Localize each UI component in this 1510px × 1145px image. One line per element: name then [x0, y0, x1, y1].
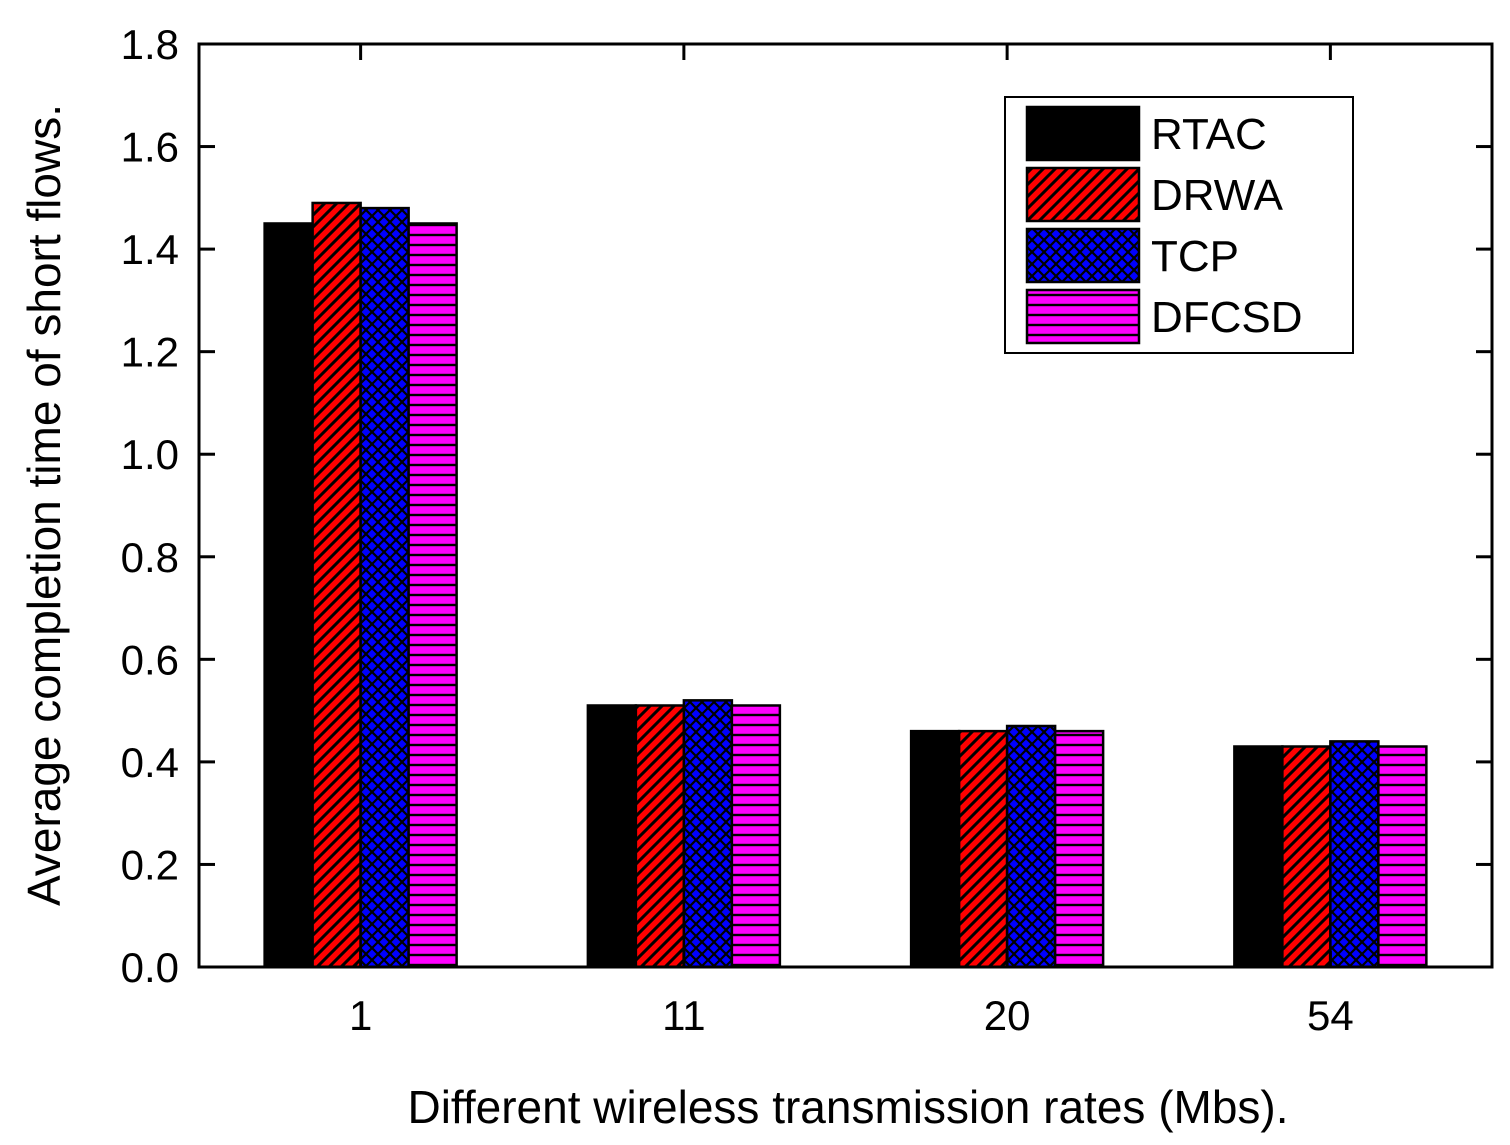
- bar-rtac-11: [586, 704, 638, 969]
- bar-dfcsd-11: [730, 704, 782, 969]
- x-tick-label: 1: [349, 992, 372, 1039]
- legend-label-dfcsd: DFCSD: [1151, 293, 1303, 342]
- legend-label-drwa: DRWA: [1151, 171, 1284, 220]
- x-tick-label: 11: [662, 992, 706, 1039]
- bar-tcp-11: [682, 699, 734, 969]
- legend: RTAC DRWA TCP DFCSD: [1004, 96, 1354, 354]
- legend-swatch-drwa: [1025, 166, 1141, 223]
- x-tick-label: 20: [984, 992, 1031, 1039]
- legend-label-rtac: RTAC: [1151, 110, 1267, 159]
- legend-swatch-dfcsd: [1025, 288, 1141, 345]
- y-tick-label: 0.6: [121, 636, 179, 683]
- x-tick-label: 54: [1307, 992, 1354, 1039]
- y-tick-label: 0.8: [121, 534, 179, 581]
- bar-rtac-20: [909, 729, 961, 969]
- legend-swatch-tcp: [1025, 227, 1141, 284]
- bar-drwa-54: [1281, 745, 1332, 969]
- bar-rtac-1: [263, 222, 314, 969]
- bar-tcp-54: [1329, 740, 1380, 969]
- bar-tcp-1: [359, 206, 410, 969]
- plot-frame: [197, 42, 1494, 969]
- y-tick-label: 0.2: [121, 841, 179, 888]
- legend-label-tcp: TCP: [1151, 232, 1239, 281]
- bar-dfcsd-20: [1053, 729, 1105, 969]
- y-tick-label: 1.8: [121, 21, 179, 68]
- y-tick-label: 1.6: [121, 124, 179, 171]
- bar-drwa-11: [634, 704, 686, 969]
- bar-tcp-20: [1005, 724, 1057, 969]
- bar-drwa-1: [311, 201, 362, 969]
- y-axis-title: Average completion time of short flows.: [18, 104, 70, 906]
- bar-dfcsd-1: [407, 222, 458, 969]
- bar-drwa-20: [957, 729, 1009, 969]
- y-tick-label: 1.4: [121, 226, 179, 273]
- x-axis-title: Different wireless transmission rates (M…: [407, 1081, 1288, 1133]
- y-tick-label: 1.2: [121, 329, 179, 376]
- bars-layer: [263, 201, 1428, 969]
- bar-dfcsd-54: [1377, 745, 1428, 969]
- y-tick-label: 1.0: [121, 431, 179, 478]
- legend-swatch-rtac: [1025, 105, 1141, 162]
- bar-rtac-54: [1233, 745, 1284, 969]
- y-tick-label: 0.0: [121, 944, 179, 991]
- axes-layer: 0.00.20.40.60.81.01.21.41.61.81 11 20 54: [121, 21, 1494, 1039]
- y-tick-label: 0.4: [121, 739, 179, 786]
